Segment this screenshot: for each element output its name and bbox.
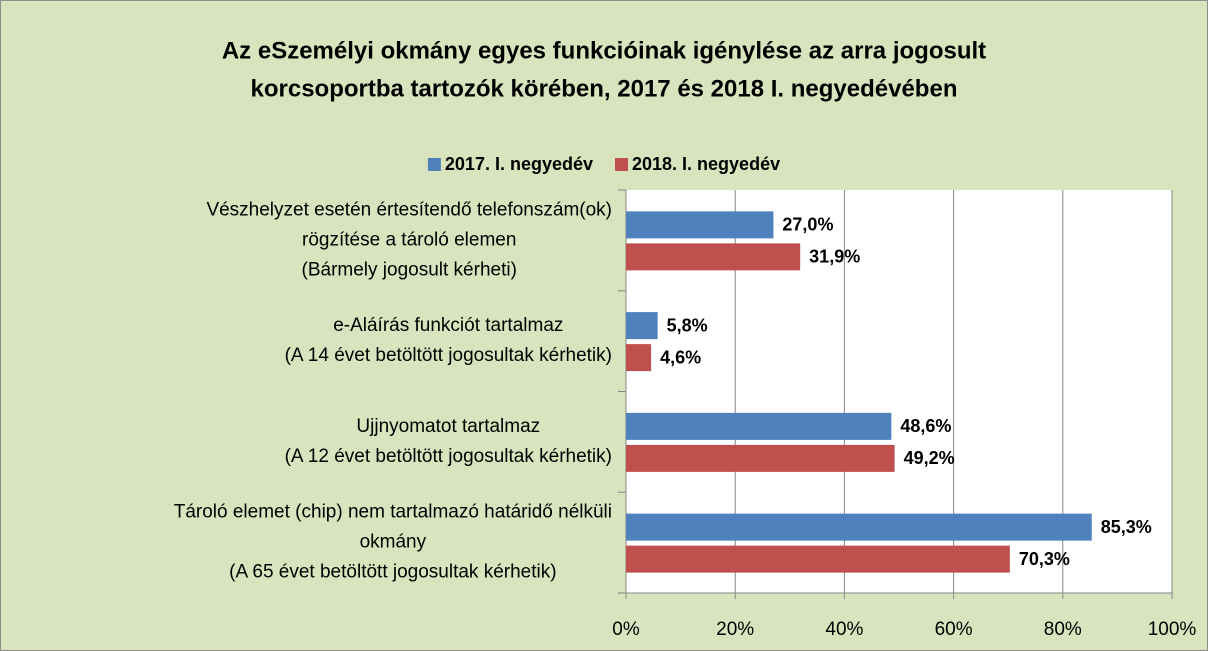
value-label: 85,3%: [1101, 517, 1152, 537]
x-tick-label: 60%: [935, 619, 973, 640]
bar: [626, 211, 774, 239]
y-tick-label: (A 12 évet betöltött jogosultak kérhetik…: [285, 446, 612, 467]
legend-swatch: [427, 158, 441, 171]
value-label: 48,6%: [900, 416, 951, 436]
bar: [626, 545, 1010, 573]
y-tick-label: okmány: [360, 532, 427, 553]
x-tick-label: 0%: [612, 619, 640, 640]
bar: [626, 412, 892, 440]
chart-title: Az eSzemélyi okmány egyes funkcióinak ig…: [222, 37, 986, 64]
value-label: 4,6%: [660, 347, 701, 367]
x-tick-label: 20%: [716, 619, 754, 640]
x-tick-label: 80%: [1044, 619, 1082, 640]
value-label: 70,3%: [1019, 549, 1070, 569]
x-tick-label: 100%: [1148, 619, 1197, 640]
y-tick-label: (A 14 évet betöltött jogosultak kérhetik…: [285, 345, 612, 366]
legend-label: 2018. I. negyedév: [632, 154, 780, 174]
value-label: 27,0%: [782, 215, 833, 235]
y-tick-label: (A 65 évet betöltött jogosultak kérhetik…: [229, 562, 556, 583]
value-label: 49,2%: [904, 448, 955, 468]
value-label: 31,9%: [809, 247, 860, 267]
bar: [626, 243, 801, 271]
bar: [626, 513, 1092, 541]
bar: [626, 444, 895, 472]
x-tick-label: 40%: [825, 619, 863, 640]
y-tick-label: Vészhelyzet esetén értesítendő telefonsz…: [206, 199, 612, 220]
y-tick-label: Tároló elemet (chip) nem tartalmazó hatá…: [174, 502, 612, 523]
bar: [626, 344, 652, 372]
y-tick-label: rögzítése a tároló elemen: [302, 229, 516, 250]
chart-title: korcsoportba tartozók körében, 2017 és 2…: [251, 75, 958, 102]
value-label: 5,8%: [667, 315, 708, 335]
bar: [626, 312, 658, 340]
legend-swatch: [615, 158, 628, 171]
legend-label: 2017. I. negyedév: [445, 154, 593, 174]
y-tick-label: Ujjnyomatot tartalmaz: [356, 416, 540, 437]
y-tick-label: (Bármely jogosult kérheti): [302, 259, 517, 280]
y-tick-label: e-Aláírás funkciót tartalmaz: [333, 315, 563, 336]
